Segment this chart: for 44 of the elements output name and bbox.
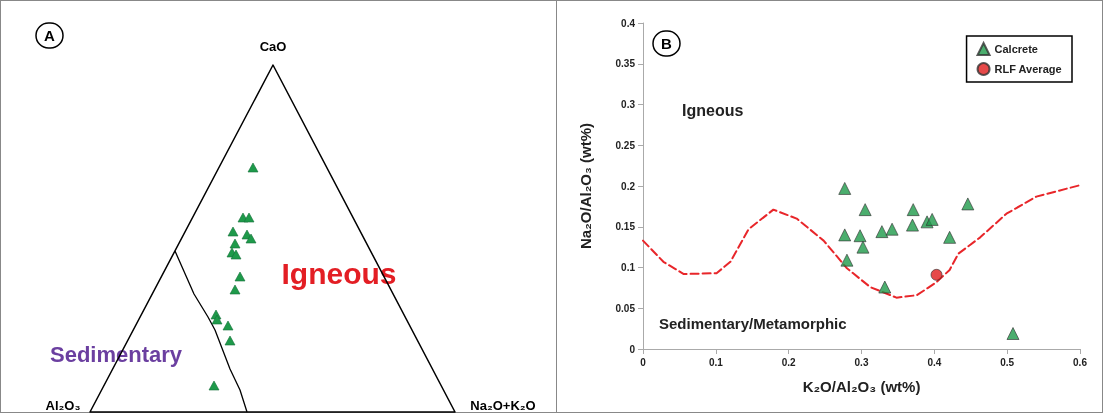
point	[906, 218, 919, 232]
point	[925, 213, 939, 226]
point	[838, 182, 852, 195]
point	[885, 222, 899, 236]
y-tick-label: 0.15	[615, 221, 636, 233]
line-series	[642, 184, 1081, 299]
x-tick-label: 0.4	[927, 356, 942, 368]
point	[858, 203, 872, 217]
annotation: Igneous	[682, 101, 744, 119]
point	[840, 253, 854, 267]
x-axis-title: K₂O/Al₂O₃ (wt%)	[802, 378, 921, 395]
y-tick-label: 0	[629, 343, 636, 355]
point	[961, 197, 975, 211]
point	[875, 225, 889, 239]
point	[906, 203, 920, 217]
annotation: Sedimentary/Metamorphic	[659, 314, 847, 332]
point	[853, 229, 867, 243]
point	[856, 240, 870, 254]
y-tick-label: 0.05	[615, 302, 636, 314]
x-tick-label: 0.3	[854, 356, 869, 368]
text: CaO	[259, 38, 287, 54]
x-tick-label: 0.1	[708, 356, 724, 368]
point	[878, 280, 892, 294]
y-tick-label: 0.35	[615, 58, 636, 70]
x-tick-label: 0	[640, 356, 647, 368]
x-tick-label: 0.5	[1000, 356, 1015, 368]
text: A	[44, 27, 55, 44]
y-tick-label: 0.2	[621, 180, 636, 192]
y-tick-label: 0.4	[621, 17, 636, 29]
point	[943, 230, 957, 244]
legend-label: RLF Average	[994, 63, 1062, 75]
legend-label: Calcrete	[994, 43, 1038, 55]
x-tick-label: 0.6	[1073, 356, 1088, 368]
y-tick-label: 0.25	[615, 139, 636, 151]
text: Na₂O+K₂O	[470, 397, 536, 413]
x-tick-label: 0.2	[781, 356, 797, 368]
text: B	[661, 35, 672, 52]
point	[1006, 327, 1020, 340]
point	[838, 228, 852, 242]
y-tick-label: 0.1	[621, 262, 636, 273]
y-tick-label: 0.3	[621, 99, 636, 110]
y-axis-title: Na₂O/Al₂O₃ (wt%)	[577, 122, 594, 250]
text: Al₂O₃	[45, 397, 81, 413]
point	[930, 268, 943, 281]
